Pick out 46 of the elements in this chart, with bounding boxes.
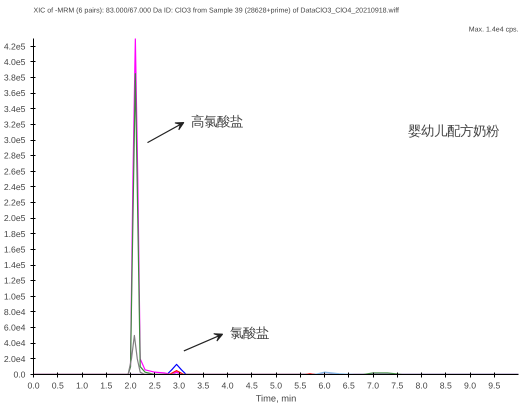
x-tick-label: 9.5	[488, 380, 500, 390]
y-tick-label: 3.0e5	[4, 135, 26, 146]
y-tick-label: 2.6e5	[4, 166, 26, 176]
annotation: 氯酸盐	[230, 326, 269, 342]
x-tick-label: 8.5	[440, 380, 452, 390]
y-tick-label: 3.4e5	[4, 104, 26, 114]
x-tick-label: 4.0	[221, 380, 234, 390]
annotation: 婴幼儿配方奶粉	[408, 123, 500, 140]
y-tick-label: 2.2e5	[4, 198, 26, 208]
y-tick-label: 3.2e5	[4, 119, 26, 130]
x-tick-label: 7.5	[391, 380, 404, 390]
y-tick-label: 4.0e4	[4, 338, 26, 348]
x-tick-label: 5.5	[294, 380, 306, 390]
x-tick-label: 0.0	[27, 380, 40, 390]
y-tick-label: 2.8e5	[4, 150, 26, 161]
x-tick-label: 5.0	[270, 380, 282, 390]
annotation: 高氯酸盐	[191, 114, 244, 130]
x-tick-label: 3.5	[197, 380, 210, 390]
y-tick-label: 1.4e5	[4, 260, 26, 270]
y-tick-label: 4.2e5	[4, 41, 26, 52]
y-tick-label: 1.6e5	[4, 244, 26, 254]
x-tick-label: 6.0	[318, 380, 331, 390]
x-tick-label: 1.5	[100, 380, 112, 390]
x-tick-label: 2.5	[148, 380, 161, 390]
y-tick-label: 2.4e5	[4, 182, 26, 192]
y-tick-label: 8.0e4	[4, 306, 26, 317]
x-tick-label: 9.0	[464, 380, 476, 390]
y-tick-label: 3.8e5	[4, 72, 26, 83]
y-tick-label: 1.2e5	[4, 276, 26, 286]
y-tick-label: 2.0e4	[4, 354, 26, 364]
x-tick-label: 7.0	[366, 380, 380, 390]
x-tick-label: 6.5	[342, 380, 355, 390]
y-tick-label: 1.8e5	[4, 228, 26, 239]
y-tick-label: 1.0e5	[4, 291, 26, 302]
x-axis-title: Time, min	[256, 394, 296, 404]
x-tick-label: 4.5	[246, 380, 258, 390]
y-tick-label: 2.0e5	[4, 213, 26, 224]
x-tick-label: 2.0	[124, 380, 137, 390]
x-tick-label: 0.5	[52, 380, 64, 390]
y-tick-label: 4.0e5	[4, 56, 26, 67]
x-tick-label: 8.0	[415, 380, 428, 390]
y-tick-label: 6.0e4	[4, 322, 26, 333]
y-tick-label: 3.6e5	[4, 88, 26, 98]
y-tick-label: 0.0	[13, 370, 26, 380]
x-tick-label: 1.0	[76, 380, 88, 390]
x-tick-label: 3.0	[172, 380, 186, 390]
